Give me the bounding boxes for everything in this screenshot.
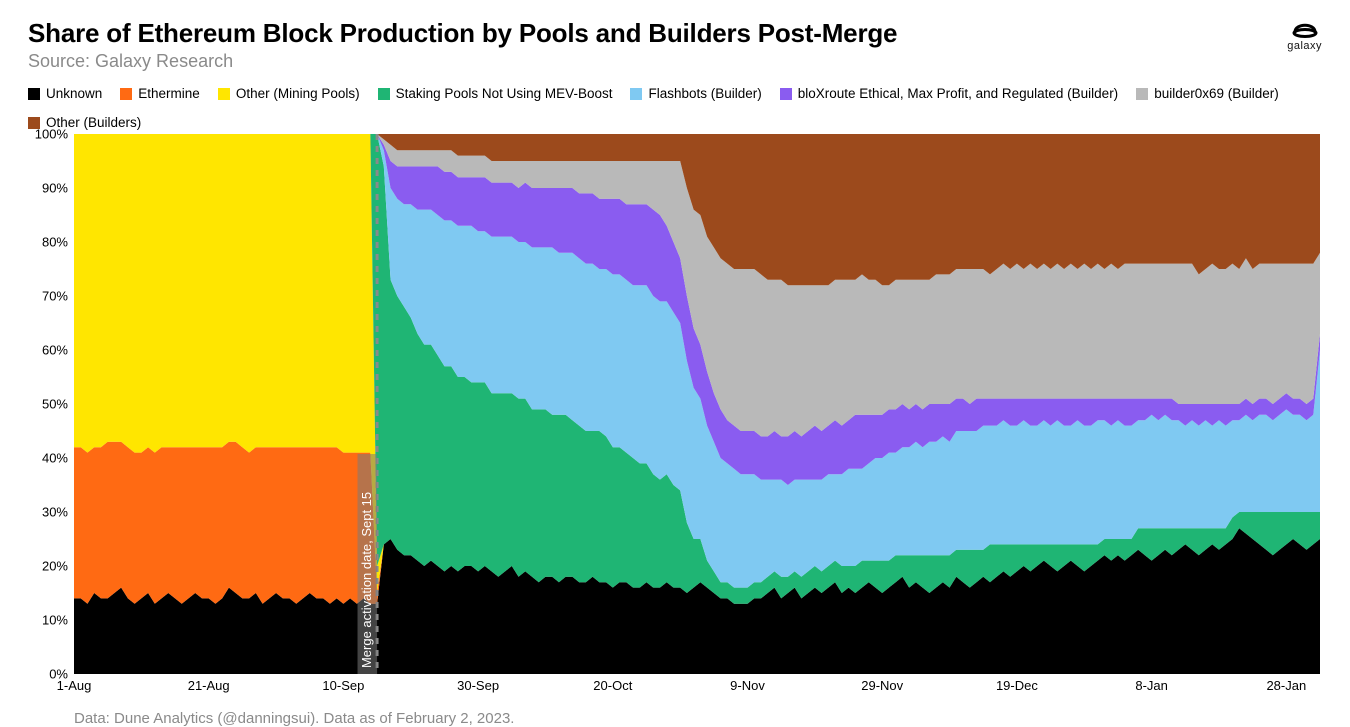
legend-label: Unknown (46, 86, 102, 101)
y-tick-label: 90% (42, 181, 68, 196)
galaxy-icon (1291, 14, 1319, 38)
y-tick-label: 100% (35, 127, 68, 142)
legend-swatch (28, 88, 40, 100)
x-tick-label: 28-Jan (1266, 678, 1306, 693)
legend-label: Other (Mining Pools) (236, 86, 360, 101)
brand-label: galaxy (1287, 40, 1322, 52)
legend-swatch (378, 88, 390, 100)
x-tick-label: 20-Oct (593, 678, 632, 693)
legend-label: builder0x69 (Builder) (1154, 86, 1279, 101)
x-tick-label: 21-Aug (188, 678, 230, 693)
y-tick-label: 20% (42, 559, 68, 574)
legend-item: Staking Pools Not Using MEV-Boost (378, 86, 613, 101)
legend-item: Unknown (28, 86, 102, 101)
legend-swatch (218, 88, 230, 100)
y-tick-label: 30% (42, 505, 68, 520)
y-tick-label: 50% (42, 397, 68, 412)
legend-swatch (780, 88, 792, 100)
plot-area: Merge activation date, Sept 15 (74, 134, 1320, 674)
y-tick-label: 10% (42, 613, 68, 628)
legend-label: bloXroute Ethical, Max Profit, and Regul… (798, 86, 1118, 101)
legend-swatch (120, 88, 132, 100)
y-tick-label: 70% (42, 289, 68, 304)
chart-area: 0%10%20%30%40%50%60%70%80%90%100% Merge … (28, 134, 1322, 696)
legend-item: Ethermine (120, 86, 200, 101)
legend-item: bloXroute Ethical, Max Profit, and Regul… (780, 86, 1118, 101)
legend-swatch (630, 88, 642, 100)
y-axis: 0%10%20%30%40%50%60%70%80%90%100% (28, 134, 74, 674)
y-tick-label: 40% (42, 451, 68, 466)
legend-label: Staking Pools Not Using MEV-Boost (396, 86, 613, 101)
x-tick-label: 30-Sep (457, 678, 499, 693)
chart-page: { "title": "Share of Ethereum Block Prod… (0, 0, 1350, 723)
x-tick-label: 9-Nov (730, 678, 765, 693)
x-tick-label: 1-Aug (57, 678, 92, 693)
legend-label: Flashbots (Builder) (648, 86, 761, 101)
brand-logo: galaxy (1287, 14, 1322, 52)
chart-title: Share of Ethereum Block Production by Po… (28, 18, 1322, 49)
legend-item: builder0x69 (Builder) (1136, 86, 1279, 101)
merge-annotation-label: Merge activation date, Sept 15 (359, 492, 374, 668)
y-tick-label: 80% (42, 235, 68, 250)
x-tick-label: 19-Dec (996, 678, 1038, 693)
legend-item: Flashbots (Builder) (630, 86, 761, 101)
legend-item: Other (Mining Pools) (218, 86, 360, 101)
x-tick-label: 10-Sep (322, 678, 364, 693)
y-tick-label: 60% (42, 343, 68, 358)
chart-footnote: Data: Dune Analytics (@danningsui). Data… (74, 710, 1322, 727)
x-axis: 1-Aug21-Aug10-Sep30-Sep20-Oct9-Nov29-Nov… (74, 674, 1320, 696)
chart-subtitle: Source: Galaxy Research (28, 51, 1322, 72)
x-tick-label: 8-Jan (1135, 678, 1168, 693)
chart-legend: Unknown Ethermine Other (Mining Pools) Stak… (28, 86, 1322, 130)
stacked-area-svg: Merge activation date, Sept 15 (74, 134, 1320, 674)
legend-label: Ethermine (138, 86, 200, 101)
legend-swatch (1136, 88, 1148, 100)
x-tick-label: 29-Nov (861, 678, 903, 693)
